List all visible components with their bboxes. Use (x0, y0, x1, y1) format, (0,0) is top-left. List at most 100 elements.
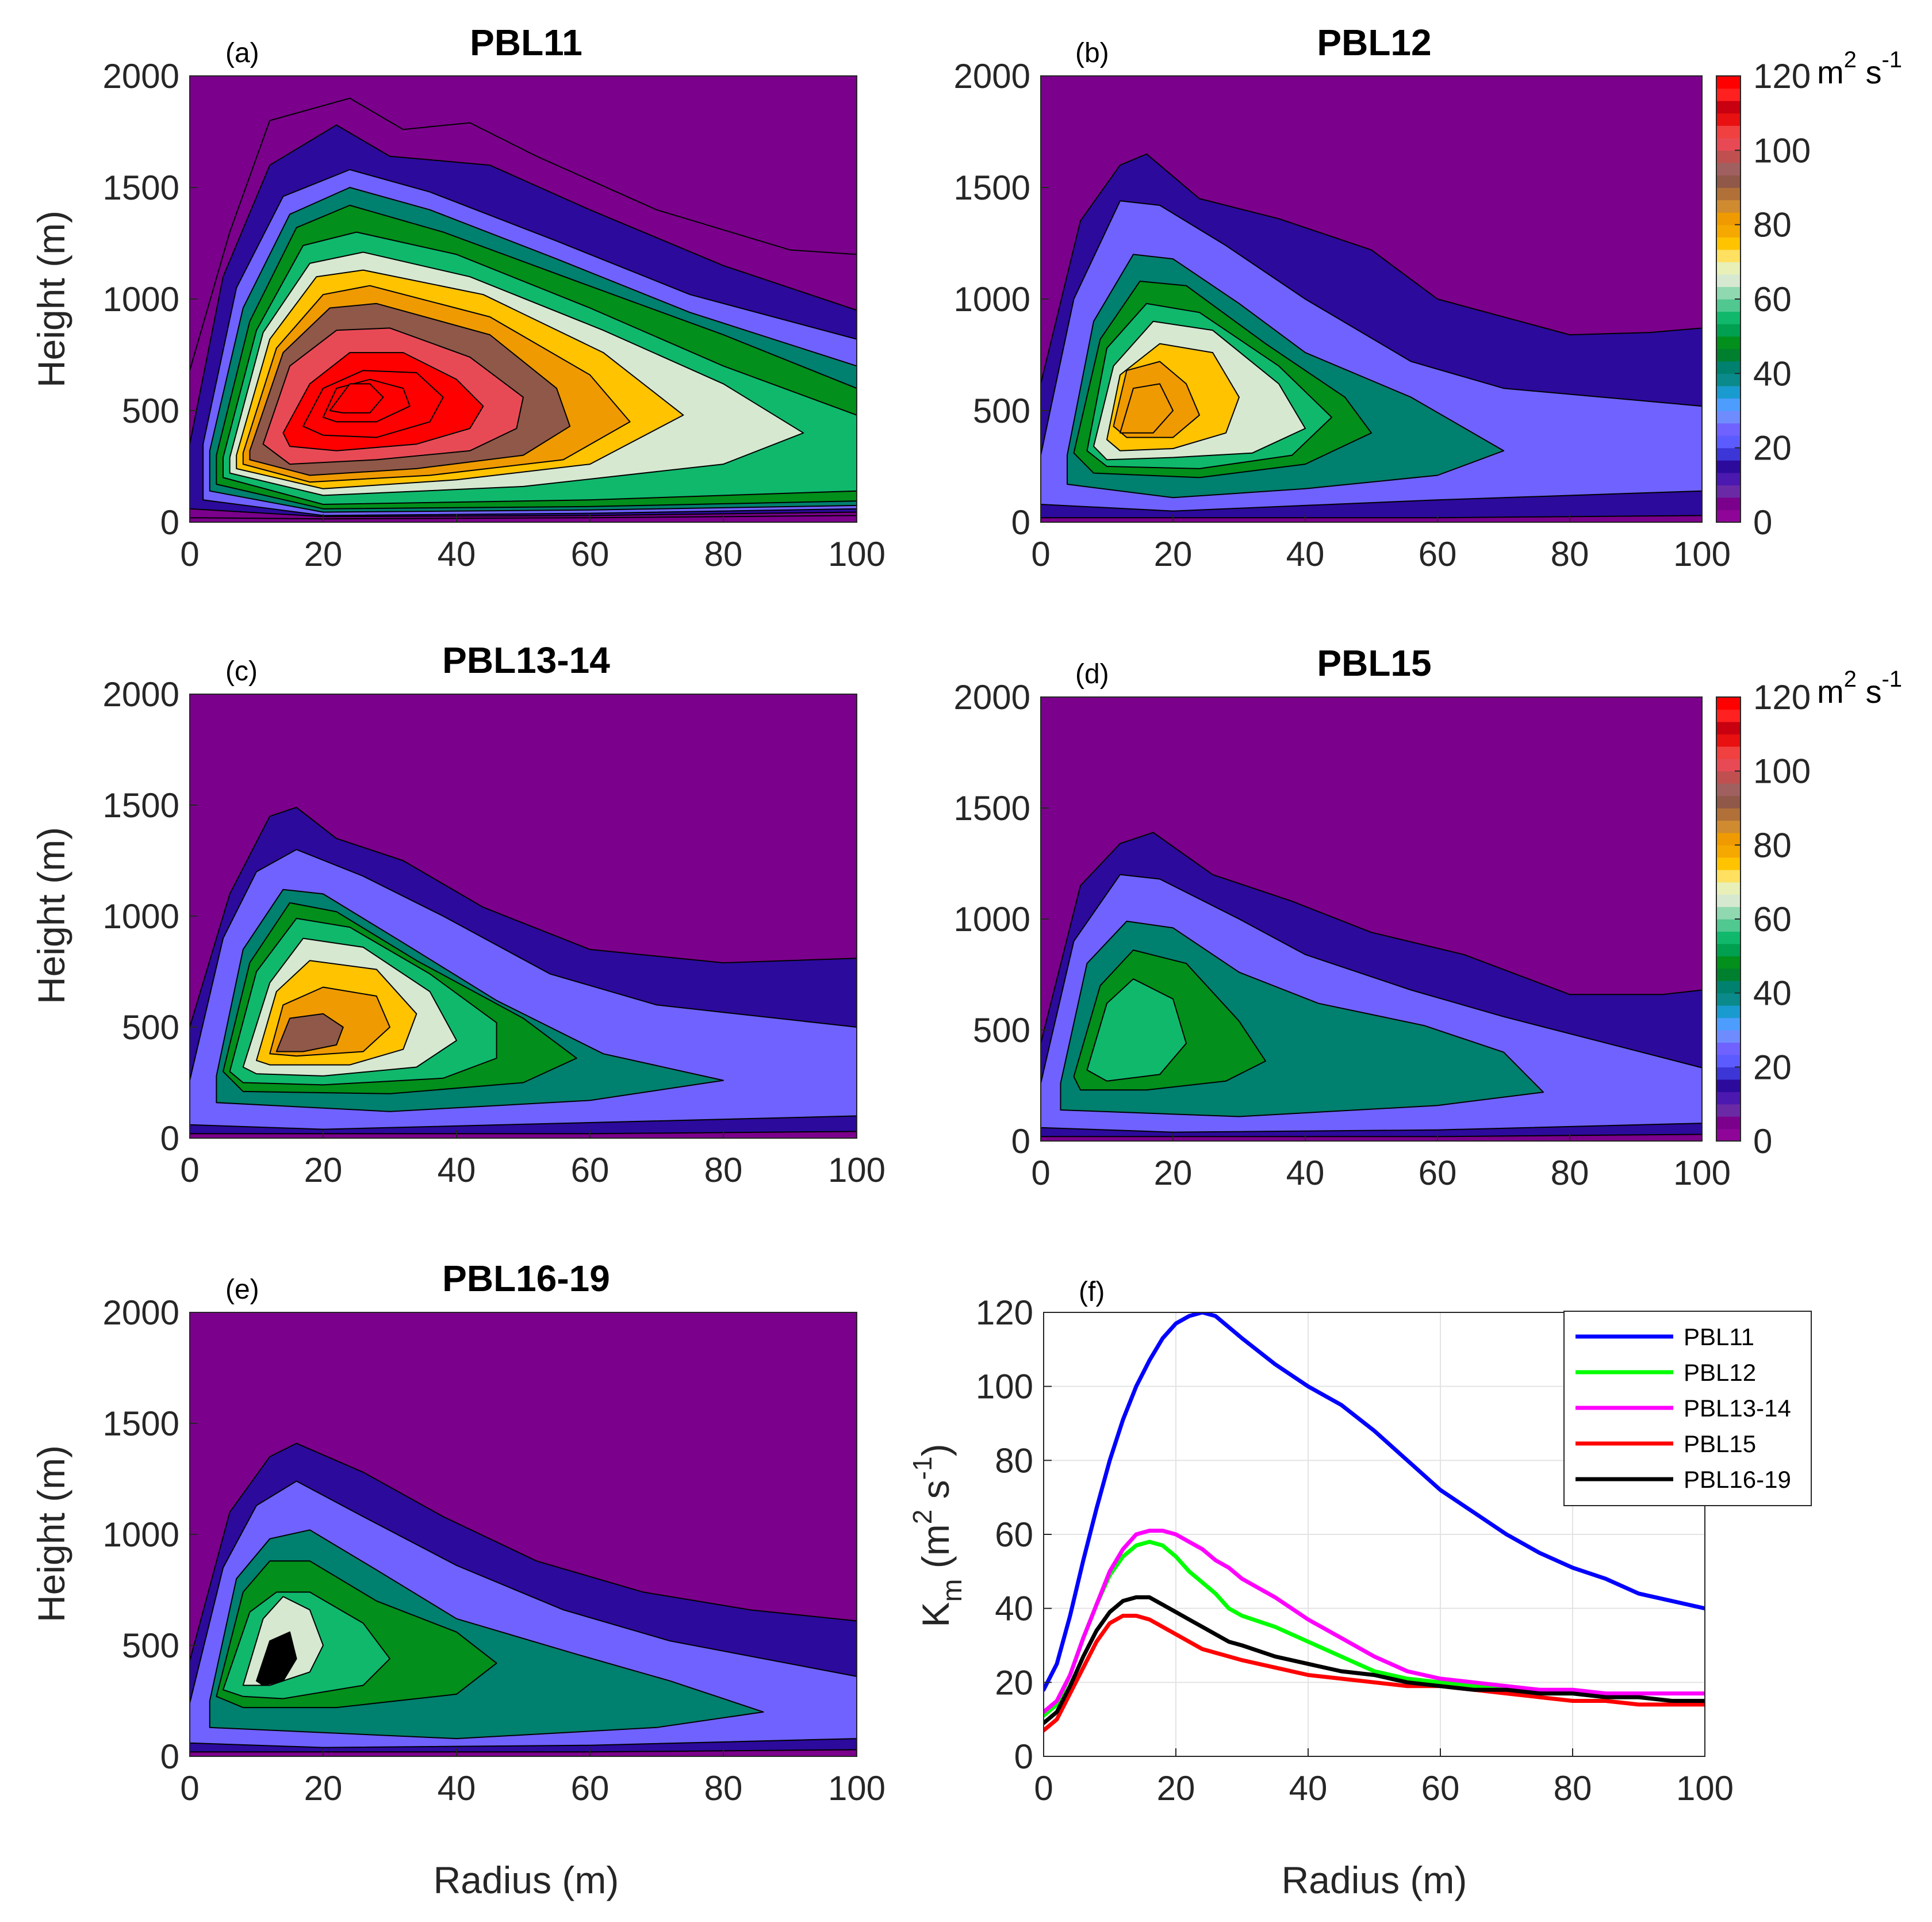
colorbar-bin (1716, 411, 1741, 424)
x-tick-label: 0 (1034, 1769, 1053, 1808)
unit-exp2: -1 (1881, 667, 1902, 692)
x-tick-label: 80 (704, 1151, 743, 1189)
panel-d-colorbar-unit: m2 s-1 (1817, 667, 1902, 710)
colorbar-bin (1716, 212, 1741, 225)
colorbar-bin (1716, 1030, 1741, 1043)
y-tick-label: 0 (1011, 503, 1030, 542)
x-tick-label: 60 (1421, 1769, 1460, 1808)
x-tick-label: 80 (704, 1769, 743, 1808)
ylabel-mid: s (914, 1480, 957, 1509)
panel-d-title: PBL15 (1317, 642, 1431, 684)
x-tick-label: 80 (704, 535, 743, 573)
colorbar-tick-label: 60 (1753, 900, 1792, 939)
y-tick-label: 500 (122, 1008, 179, 1047)
colorbar-bin (1716, 361, 1741, 374)
colorbar-bin (1716, 919, 1741, 932)
colorbar-bin (1716, 88, 1741, 101)
colorbar-tick-label: 20 (1753, 1048, 1792, 1086)
panel-c-title: PBL13-14 (442, 640, 610, 681)
panel-c-ylabel: Height (m) (30, 827, 72, 1004)
y-tick-label: 500 (973, 392, 1030, 430)
colorbar-bin (1716, 845, 1741, 858)
contour-band (275, 1013, 344, 1052)
x-tick-label: 40 (438, 535, 476, 573)
panel-e-title: PBL16-19 (442, 1258, 610, 1299)
series-line-pbl13-14 (1044, 1529, 1705, 1714)
unit-mid: s (1857, 673, 1882, 710)
x-tick-label: 40 (1286, 1154, 1325, 1192)
panel-b-title: PBL12 (1317, 22, 1431, 63)
series-line-pbl15 (1044, 1614, 1705, 1733)
colorbar-bin (1716, 249, 1741, 262)
x-tick-label: 100 (1673, 1154, 1731, 1192)
colorbar-bin (1716, 125, 1741, 139)
panel-b-colorbar-unit: m2 s-1 (1817, 47, 1902, 90)
panel-f: (f) 0 20 40 60 80 100 0 20 40 60 80 100 120 Km (m2 s… (907, 1277, 1812, 1901)
x-tick-label: 60 (571, 535, 610, 573)
x-tick-label: 0 (180, 535, 199, 573)
colorbar-bin (1716, 485, 1741, 498)
colorbar-bin (1716, 187, 1741, 201)
x-tick-label: 100 (828, 1151, 885, 1189)
series-line-pbl11 (1044, 1312, 1705, 1692)
x-tick-label: 20 (304, 535, 343, 573)
y-tick-label: 0 (1014, 1737, 1033, 1776)
colorbar-bin (1716, 137, 1741, 151)
colorbar-tick-label: 120 (1753, 57, 1811, 95)
unit-exp2: -1 (1881, 47, 1902, 72)
colorbar-bin (1716, 808, 1741, 821)
panel-a-ylabel: Height (m) (30, 210, 72, 388)
colorbar-bin (1716, 1079, 1741, 1092)
colorbar-bin (1716, 734, 1741, 747)
x-tick-label: 100 (1673, 535, 1731, 573)
panel-a-title: PBL11 (470, 22, 582, 63)
colorbar-bin (1716, 759, 1741, 772)
legend-label: PBL16-19 (1684, 1466, 1791, 1493)
x-tick-label: 40 (1286, 535, 1325, 573)
x-tick-label: 60 (571, 1769, 610, 1808)
y-tick-label: 1500 (103, 1404, 179, 1443)
unit-mid: s (1857, 54, 1882, 90)
colorbar-bin (1716, 497, 1741, 511)
x-tick-label: 100 (828, 1769, 885, 1808)
colorbar-bin (1716, 746, 1741, 759)
y-tick-label: 500 (122, 392, 179, 430)
colorbar-bin (1716, 832, 1741, 845)
contour-bands (190, 97, 857, 520)
colorbar-bin (1716, 993, 1741, 1006)
y-tick-label: 2000 (954, 678, 1030, 717)
panel-e-ylabel: Height (m) (30, 1445, 72, 1622)
contour-band (1086, 978, 1187, 1082)
x-tick-label: 60 (571, 1151, 610, 1189)
colorbar-bin (1716, 1005, 1741, 1019)
colorbar-tick-label: 0 (1753, 1122, 1772, 1161)
colorbar-bin (1716, 447, 1741, 461)
ylabel-exp1: 2 (907, 1510, 937, 1525)
panel-f-ylabel: Km (m2 s-1) (907, 1444, 968, 1627)
colorbar-bin (1716, 1017, 1741, 1031)
colorbar-bin (1716, 299, 1741, 312)
ylabel-exp2: -1 (907, 1456, 937, 1480)
contour-bands (1041, 832, 1702, 1138)
x-tick-label: 20 (1154, 535, 1193, 573)
y-tick-label: 1000 (103, 897, 179, 936)
colorbar-tick-label: 40 (1753, 974, 1792, 1013)
panel-f-legend: PBL11 PBL12 PBL13-14 PBL15 PBL16-19 (1563, 1311, 1812, 1506)
colorbar-bin (1716, 783, 1741, 797)
y-tick-label: 0 (160, 503, 179, 542)
x-tick-label: 100 (1676, 1769, 1734, 1808)
x-tick-label: 40 (438, 1151, 476, 1189)
colorbar-bin (1716, 1042, 1741, 1055)
unit-exp1: 2 (1844, 667, 1857, 692)
colorbar-tick-label: 100 (1753, 752, 1811, 791)
panel-e-xlabel: Radius (m) (434, 1859, 619, 1901)
y-tick-label: 500 (973, 1011, 1030, 1050)
unit-exp1: 2 (1844, 47, 1857, 72)
unit-base: m (1817, 54, 1844, 90)
